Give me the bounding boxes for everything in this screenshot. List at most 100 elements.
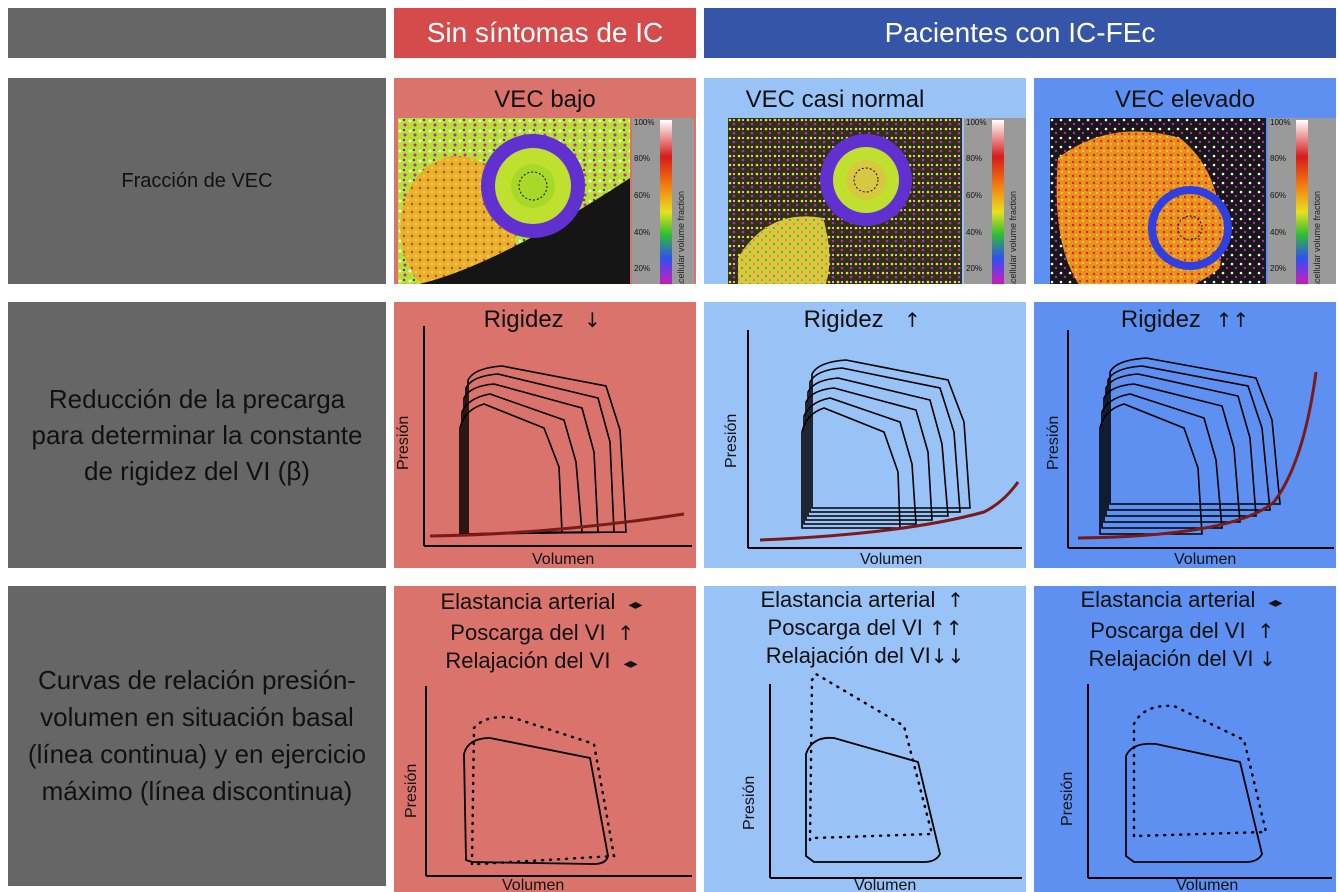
plot-axes [1067,330,1334,549]
plot-axes [425,686,692,877]
lv-relaxation-label: Relajación del VI [765,643,931,668]
y-axis-label: Presión [403,764,420,818]
pv-loop-baseline [463,737,609,865]
y-axis-label: Presión [741,776,758,830]
colorbar-label: Extracellular volume fraction [676,190,686,284]
ecv-colorbar: 100% 80% 60% 40% 20% 0% Extracellular vo… [632,118,694,284]
header-hfpef-label: Pacientes con IC-FEc [884,17,1156,48]
pv-panel-no-hf: Elastancia arterial ◂▸ Poscarga del VI ↑… [394,586,696,892]
pv-panel-hfpef-moderate: Elastancia arterial ↑ Poscarga del VI ↑↑… [704,586,1026,892]
edpvr-curve [759,481,1020,542]
lv-afterload-line: Poscarga del VI ↑↑ [704,614,1026,642]
row-label-ecv: Fracción de VEC [8,78,386,284]
arrow-down-icon: ↓ [1259,647,1276,671]
x-axis-label: Volumen [1174,551,1236,568]
pv-loop-exercise [470,715,616,866]
double-horizontal-arrow-icon: ◂▸ [1268,595,1283,611]
arterial-elastance-label: Elastancia arterial [1080,587,1256,612]
ecv-panel-title: VEC elevado [1114,86,1256,113]
header-no-hf-label: Sin síntomas de IC [426,17,664,48]
colorbar-tick: 40% [966,228,983,237]
plot-axes [423,326,692,547]
stiffness-panel-high: Rigidez ↑↑ Presión Volumen [1034,302,1336,568]
cardiac-mri-ecv-map [728,118,962,284]
lv-relaxation-line: Relajación del VI↓↓ [704,642,1026,670]
stiffness-title: Rigidez ↑ [704,306,1026,334]
pv-loop-exercise [1132,704,1268,838]
arterial-elastance-line: Elastancia arterial ◂▸ [394,588,696,619]
ecv-panel-title: VEC bajo [494,86,596,113]
lv-afterload-label: Poscarga del VI [1090,618,1246,643]
ecv-panel-title: VEC casi normal [745,86,925,113]
ecv-panel-low: VEC bajo 100% 80% 60% 40% 20% 0 [394,78,696,284]
colorbar-tick: 20% [966,264,983,273]
row-label-ecv-text: Fracción de VEC [121,169,273,192]
arrow-down-icon: ↓ [583,308,601,332]
pv-loops-family [801,359,971,529]
edpvr-curve [429,512,685,538]
lv-afterload-line: Poscarga del VI ↑ [394,619,696,647]
pv-loop-baseline [1125,742,1263,863]
colorbar-tick: 60% [634,191,651,200]
colorbar-tick: 60% [1270,191,1287,200]
lv-relaxation-label: Relajación del VI [445,648,611,673]
row-label-pv-text: Curvas de relación presión-volumen en si… [27,665,367,806]
header-blank-cell [8,8,386,58]
y-axis-label: Presión [395,416,412,470]
double-arrow-down-icon: ↓↓ [930,644,965,668]
double-horizontal-arrow-icon: ◂▸ [623,656,638,672]
lv-afterload-label: Poscarga del VI [767,615,923,640]
colorbar-gradient [1296,120,1308,284]
edpvr-curve [1077,371,1318,540]
colorbar-tick: 80% [634,154,651,163]
ecv-colorbar: 100% 80% 60% 40% 20% 0% Extracellular vo… [1268,118,1336,284]
header-hfpef-patients: Pacientes con IC-FEc [704,8,1336,58]
colorbar-tick: 100% [1270,118,1291,127]
colorbar-tick: 80% [1270,154,1287,163]
colorbar-gradient [660,120,672,284]
cardiac-mri-ecv-map [398,118,630,284]
arterial-elastance-label: Elastancia arterial [760,587,936,612]
y-axis-label: Presión [1059,772,1076,826]
stiffness-title: Rigidez ↓ [394,306,696,334]
colorbar-tick: 60% [966,191,983,200]
double-horizontal-arrow-icon: ◂▸ [628,597,643,613]
colorbar-tick: 20% [634,264,651,273]
arterial-elastance-label: Elastancia arterial [440,589,616,614]
ecv-panel-near-normal: VEC casi normal 100% 80% 60% 40% 20% 0 [704,78,1026,284]
stiffness-title-text: Rigidez [1120,306,1201,333]
row-label-stiffness: Reducción de la precarga para determinar… [8,302,386,568]
x-axis-label: Volumen [1176,877,1238,892]
pv-parameter-list: Elastancia arterial ↑ Poscarga del VI ↑↑… [704,586,1026,670]
stiffness-title-text: Rigidez [803,306,884,333]
x-axis-label: Volumen [502,877,564,892]
double-arrow-up-icon: ↑↑ [928,616,963,640]
arrow-up-icon: ↑ [1257,619,1275,643]
ecv-colorbar: 100% 80% 60% 40% 20% 0% Extracellular vo… [964,118,1026,284]
lv-relaxation-line: Relajación del VI ◂▸ [394,647,696,678]
lv-relaxation-label: Relajación del VI [1088,646,1254,671]
x-axis-label: Volumen [860,551,922,568]
plot-axes [769,684,1022,879]
x-axis-label: Volumen [854,877,916,892]
pv-loop-exercise [808,672,934,843]
arrow-up-icon: ↑ [617,621,635,645]
colorbar-label: Extracellular volume fraction [1312,190,1322,284]
header-no-hf-symptoms: Sin síntomas de IC [394,8,696,58]
lv-relaxation-line: Relajación del VI ↓ [1034,645,1336,673]
colorbar-gradient [992,120,1004,284]
y-axis-label: Presión [723,414,740,468]
stiffness-title: Rigidez ↑↑ [1034,306,1336,334]
colorbar-tick: 40% [634,228,651,237]
arterial-elastance-line: Elastancia arterial ◂▸ [1034,586,1336,617]
lv-afterload-line: Poscarga del VI ↑ [1034,617,1336,645]
colorbar-tick: 40% [1270,228,1287,237]
double-arrow-up-icon: ↑↑ [1215,308,1250,332]
plot-axes [1087,684,1332,879]
pv-panel-hfpef-high: Elastancia arterial ◂▸ Poscarga del VI ↑… [1034,586,1336,892]
x-axis-label: Volumen [532,551,594,568]
colorbar-tick: 100% [634,118,655,127]
y-axis-label: Presión [1045,416,1062,470]
ecv-panel-elevated: VEC elevado 100% 80% 60% 40% 20% 0% Extr… [1034,78,1336,284]
cardiac-mri-ecv-map [1050,118,1266,284]
